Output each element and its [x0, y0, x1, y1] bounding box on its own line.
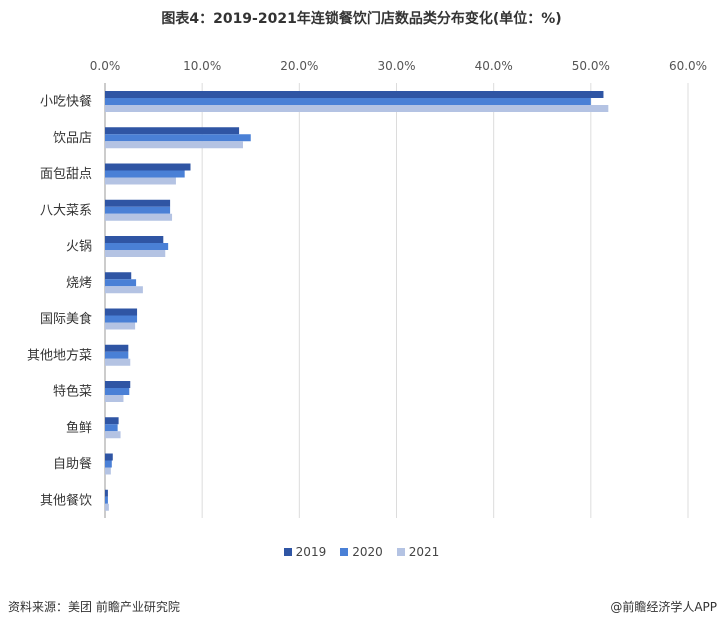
category-label: 特色菜 [53, 384, 92, 400]
bar-2019 [105, 417, 119, 425]
category-label: 八大菜系 [40, 203, 92, 218]
bar-2019 [105, 163, 191, 171]
bar-2021 [105, 467, 111, 475]
bar-2020 [105, 170, 185, 178]
legend-item-2021: 2021 [396, 545, 440, 559]
category-label: 小吃快餐 [40, 94, 92, 110]
legend-label-2021: 2021 [408, 545, 440, 559]
bar-2020 [105, 206, 171, 214]
bar-2021 [105, 431, 121, 439]
category-label: 烧烤 [66, 276, 92, 291]
bar-2019 [105, 91, 604, 98]
bar-2021 [105, 141, 243, 149]
bar-2020 [105, 98, 591, 105]
bar-2021 [105, 503, 109, 511]
x-tick-label: 60.0% [669, 59, 707, 73]
bar-2020 [105, 279, 137, 287]
bar-2021 [105, 358, 131, 366]
legend-label-2019: 2019 [295, 545, 327, 559]
bar-2021 [105, 177, 176, 185]
category-label: 其他地方菜 [27, 347, 92, 363]
bar-2019 [105, 272, 132, 280]
legend-swatch-2020 [340, 548, 349, 556]
bar-2020 [105, 134, 251, 142]
bar-chart: 0.0% 10.0% 20.0% 30.0% 40.0% 50.0% 60.0% 小吃快餐饮品… [27, 59, 707, 518]
legend-swatch-2021 [396, 548, 405, 556]
bar-2020 [105, 460, 112, 468]
bar-2021 [105, 322, 136, 330]
bar-2019 [105, 381, 131, 388]
legend-swatch-2019 [283, 548, 292, 556]
bar-2020 [105, 315, 138, 323]
legend-item-2019: 2019 [283, 545, 327, 559]
category-label: 饮品店 [53, 131, 92, 146]
bar-2021 [105, 105, 609, 112]
x-tick-label: 20.0% [280, 59, 318, 73]
category-label: 鱼鲜 [66, 420, 92, 436]
bar-2019 [105, 344, 129, 352]
legend-item-2020: 2020 [340, 545, 383, 559]
x-tick-label: 30.0% [377, 59, 415, 73]
category-label: 火锅 [66, 239, 92, 255]
category-label: 国际美食 [40, 311, 92, 327]
bar-2020 [105, 424, 118, 432]
bar-2019 [105, 127, 240, 135]
brand-credit: @前瞻经济学人APP [610, 600, 717, 614]
x-tick-label: 0.0% [90, 59, 121, 73]
category-label: 面包甜点 [40, 166, 92, 182]
bar-2021 [105, 250, 166, 257]
category-label: 其他餐饮 [40, 492, 92, 508]
bar-2021 [105, 286, 143, 294]
bar-2021 [105, 213, 173, 221]
bar-2019 [105, 199, 171, 207]
bar-2019 [105, 453, 113, 461]
chart-title: 图表4：2019-2021年连锁餐饮门店数品类分布变化(单位：%) [161, 11, 562, 27]
bar-2021 [105, 395, 124, 402]
bar-2019 [105, 236, 164, 243]
bar-2019 [105, 489, 108, 497]
x-tick-label: 50.0% [572, 59, 610, 73]
bar-2019 [105, 308, 138, 316]
legend: 2019 2020 2021 [0, 545, 723, 559]
x-tick-label: 40.0% [475, 59, 513, 73]
bar-2020 [105, 496, 108, 504]
bar-2020 [105, 243, 169, 250]
source-note: 资料来源：美团 前瞻产业研究院 [8, 600, 180, 614]
x-tick-label: 10.0% [183, 59, 221, 73]
legend-label-2020: 2020 [352, 545, 383, 559]
bar-2020 [105, 351, 129, 359]
category-label: 自助餐 [53, 456, 92, 472]
bar-2020 [105, 388, 130, 395]
